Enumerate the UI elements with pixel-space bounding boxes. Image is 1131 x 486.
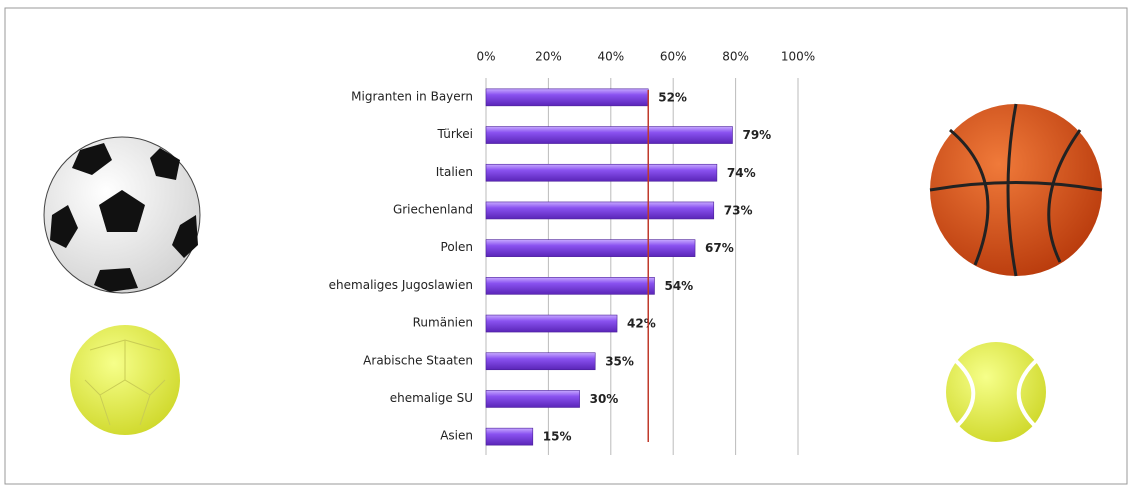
value-label: 67%	[705, 241, 734, 255]
y-tick-label: Arabische Staaten	[363, 353, 473, 367]
handball	[70, 325, 180, 435]
bar	[485, 239, 696, 257]
basketball	[929, 103, 1103, 277]
soccer-ball	[43, 136, 201, 294]
bar	[485, 126, 733, 144]
bar	[485, 88, 649, 107]
x-tick-label: 80%	[722, 50, 749, 64]
bar	[485, 314, 618, 333]
value-label: 73%	[724, 203, 753, 217]
y-tick-label: Migranten in Bayern	[351, 89, 473, 103]
bar	[485, 352, 596, 371]
x-tick-label: 100%	[781, 50, 815, 64]
y-tick-label: Griechenland	[393, 202, 473, 216]
value-label: 79%	[742, 128, 771, 142]
bar	[485, 163, 718, 182]
y-tick-label: Polen	[441, 240, 473, 254]
value-label: 74%	[727, 166, 756, 180]
y-tick-label: Italien	[436, 165, 473, 179]
value-label: 15%	[543, 430, 572, 444]
bar	[485, 201, 715, 220]
x-tick-label: 20%	[535, 50, 562, 64]
value-label: 54%	[664, 279, 693, 293]
x-tick-label: 0%	[476, 50, 495, 64]
y-tick-label: Rumänien	[413, 316, 473, 330]
value-label: 42%	[627, 317, 656, 331]
bar	[485, 390, 580, 408]
x-tick-label: 60%	[660, 50, 687, 64]
value-label: 52%	[658, 90, 687, 104]
bar	[485, 427, 534, 446]
y-tick-label: Türkei	[437, 127, 473, 141]
value-label: 30%	[590, 392, 619, 406]
bar	[485, 277, 655, 295]
y-tick-label: Asien	[440, 429, 473, 443]
frame	[4, 7, 1128, 485]
x-tick-label: 40%	[597, 50, 624, 64]
value-label: 35%	[605, 354, 634, 368]
tennis-ball	[946, 342, 1046, 442]
y-tick-label: ehemalige SU	[390, 391, 473, 405]
plot: 0% 20% 40% 60% 80% 100% Migranten in Bayern 52%…	[329, 50, 815, 455]
y-tick-label: ehemaliges Jugoslawien	[329, 278, 473, 292]
